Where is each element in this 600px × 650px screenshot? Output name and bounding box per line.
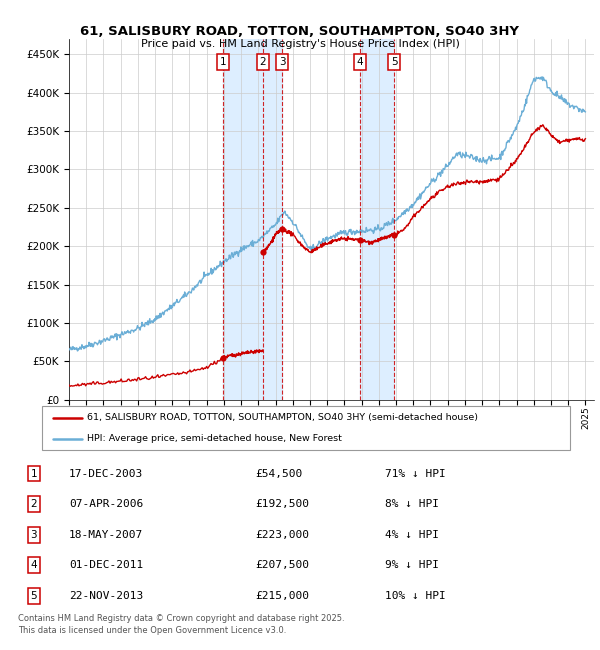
Text: 1: 1 — [31, 469, 37, 478]
FancyBboxPatch shape — [42, 406, 570, 450]
Text: 2: 2 — [260, 57, 266, 67]
Text: 18-MAY-2007: 18-MAY-2007 — [69, 530, 143, 540]
Text: 8% ↓ HPI: 8% ↓ HPI — [385, 499, 439, 509]
Text: 10% ↓ HPI: 10% ↓ HPI — [385, 591, 445, 601]
Text: 61, SALISBURY ROAD, TOTTON, SOUTHAMPTON, SO40 3HY (semi-detached house): 61, SALISBURY ROAD, TOTTON, SOUTHAMPTON,… — [87, 413, 478, 422]
Text: HPI: Average price, semi-detached house, New Forest: HPI: Average price, semi-detached house,… — [87, 434, 342, 443]
Text: 1: 1 — [220, 57, 227, 67]
Text: £54,500: £54,500 — [255, 469, 302, 478]
Bar — [223, 39, 282, 400]
Text: £192,500: £192,500 — [255, 499, 309, 509]
Text: 01-DEC-2011: 01-DEC-2011 — [69, 560, 143, 570]
Text: 2: 2 — [31, 499, 37, 509]
Text: 4: 4 — [357, 57, 364, 67]
Bar — [360, 39, 394, 400]
Text: 4% ↓ HPI: 4% ↓ HPI — [385, 530, 439, 540]
Text: 4: 4 — [31, 560, 37, 570]
Text: 5: 5 — [391, 57, 397, 67]
Text: 22-NOV-2013: 22-NOV-2013 — [69, 591, 143, 601]
Text: £223,000: £223,000 — [255, 530, 309, 540]
Text: 3: 3 — [279, 57, 286, 67]
Text: 3: 3 — [31, 530, 37, 540]
Text: 17-DEC-2003: 17-DEC-2003 — [69, 469, 143, 478]
Text: £215,000: £215,000 — [255, 591, 309, 601]
Text: 71% ↓ HPI: 71% ↓ HPI — [385, 469, 445, 478]
Text: 9% ↓ HPI: 9% ↓ HPI — [385, 560, 439, 570]
Text: £207,500: £207,500 — [255, 560, 309, 570]
Text: 07-APR-2006: 07-APR-2006 — [69, 499, 143, 509]
Text: Contains HM Land Registry data © Crown copyright and database right 2025.
This d: Contains HM Land Registry data © Crown c… — [18, 614, 344, 635]
Text: Price paid vs. HM Land Registry's House Price Index (HPI): Price paid vs. HM Land Registry's House … — [140, 39, 460, 49]
Text: 5: 5 — [31, 591, 37, 601]
Text: 61, SALISBURY ROAD, TOTTON, SOUTHAMPTON, SO40 3HY: 61, SALISBURY ROAD, TOTTON, SOUTHAMPTON,… — [80, 25, 520, 38]
